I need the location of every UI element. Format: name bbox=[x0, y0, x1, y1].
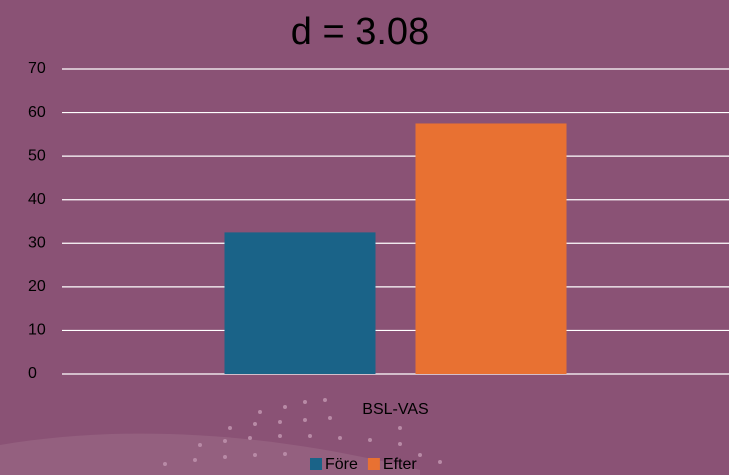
y-tick-label: 40 bbox=[28, 191, 46, 208]
y-tick-label: 30 bbox=[28, 235, 46, 252]
legend-label: Före bbox=[325, 456, 358, 473]
legend-label: Efter bbox=[383, 456, 417, 473]
y-tick-label: 10 bbox=[28, 322, 46, 339]
y-tick-label: 60 bbox=[28, 104, 46, 121]
x-tick-label: BSL-VAS bbox=[362, 401, 428, 418]
y-tick-label: 0 bbox=[28, 365, 37, 382]
y-tick-label: 70 bbox=[28, 60, 46, 77]
bar bbox=[416, 123, 567, 374]
y-tick-label: 50 bbox=[28, 147, 46, 164]
legend-swatch bbox=[368, 458, 380, 470]
chart-title: d = 3.08 bbox=[291, 11, 429, 53]
bar bbox=[225, 232, 376, 374]
legend-swatch bbox=[310, 458, 322, 470]
y-tick-label: 20 bbox=[28, 278, 46, 295]
chart: d = 3.08 0 10 20 30 40 50 60 70 BSL-VAS Före Efter bbox=[0, 0, 729, 475]
